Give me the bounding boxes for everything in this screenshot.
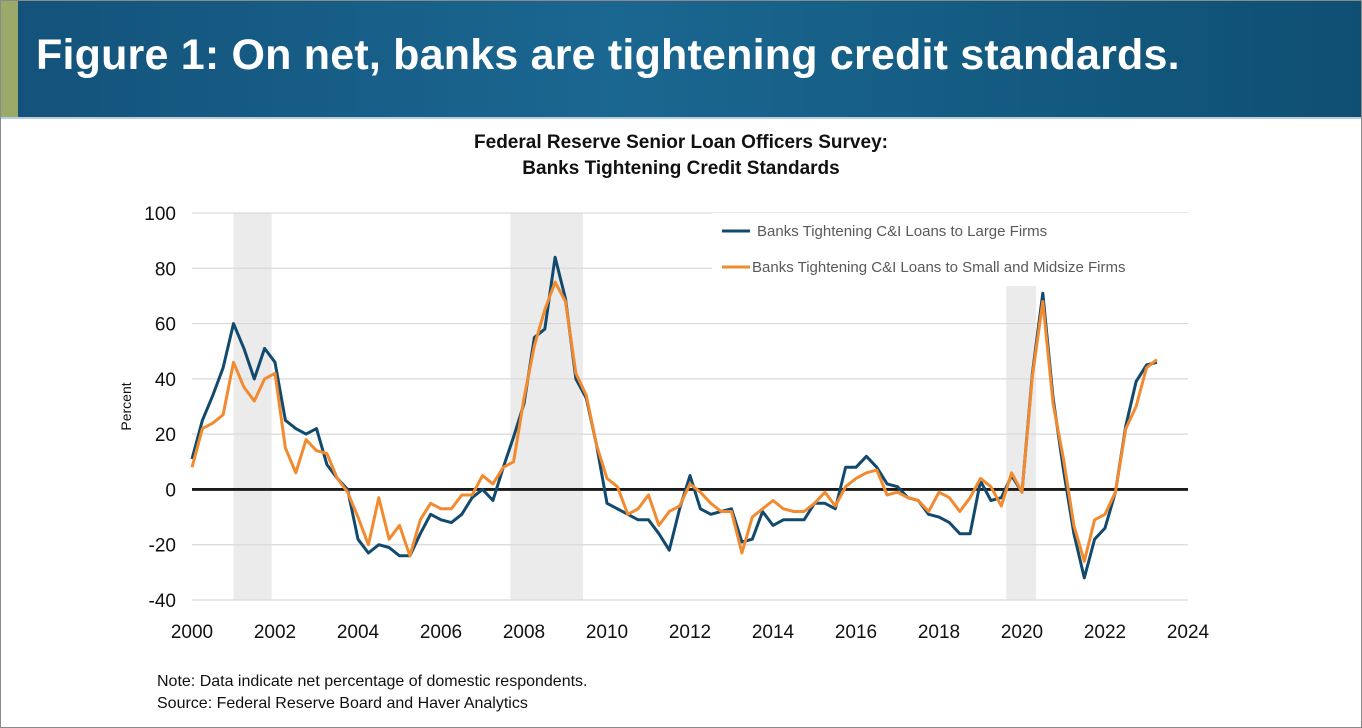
y-tick-label: 100 (144, 204, 176, 225)
x-tick-label: 2016 (835, 622, 877, 643)
x-tick-label: 2022 (1084, 622, 1126, 643)
x-tick-label: 2000 (171, 622, 213, 643)
y-tick-label: -20 (149, 536, 176, 557)
header-banner: Figure 1: On net, banks are tightening c… (1, 1, 1361, 119)
x-tick-label: 2008 (503, 622, 545, 643)
chart-source: Source: Federal Reserve Board and Haver … (157, 695, 528, 712)
x-tick-label: 2006 (420, 622, 462, 643)
y-tick-label: 20 (155, 425, 176, 446)
y-tick-label: 80 (155, 259, 176, 280)
legend-label: Banks Tightening C&I Loans to Large Firm… (757, 223, 1047, 240)
x-tick-label: 2024 (1167, 622, 1210, 643)
accent-strip (1, 1, 18, 117)
y-tick-label: -40 (149, 591, 176, 612)
y-tick-label: 0 (165, 480, 176, 501)
chart-title-line1: Federal Reserve Senior Loan Officers Sur… (474, 132, 888, 153)
recession-shade (233, 213, 272, 600)
x-tick-label: 2020 (1001, 622, 1043, 643)
y-tick-label: 40 (155, 370, 176, 391)
x-tick-label: 2012 (669, 622, 711, 643)
chart-note: Note: Data indicate net percentage of do… (157, 673, 588, 690)
x-tick-label: 2002 (254, 622, 296, 643)
legend-box (712, 213, 1188, 286)
series-line-small-midsize-firms (190, 280, 1158, 563)
legend-label: Banks Tightening C&I Loans to Small and … (752, 259, 1126, 276)
x-tick-label: 2010 (586, 622, 628, 643)
x-tick-label: 2004 (337, 622, 380, 643)
x-tick-label: 2014 (752, 622, 795, 643)
y-tick-label: 60 (155, 315, 176, 336)
y-axis-label: Percent (118, 382, 134, 430)
chart-title-line2: Banks Tightening Credit Standards (522, 158, 840, 179)
x-tick-label: 2018 (918, 622, 960, 643)
figure-title: Figure 1: On net, banks are tightening c… (36, 31, 1180, 79)
